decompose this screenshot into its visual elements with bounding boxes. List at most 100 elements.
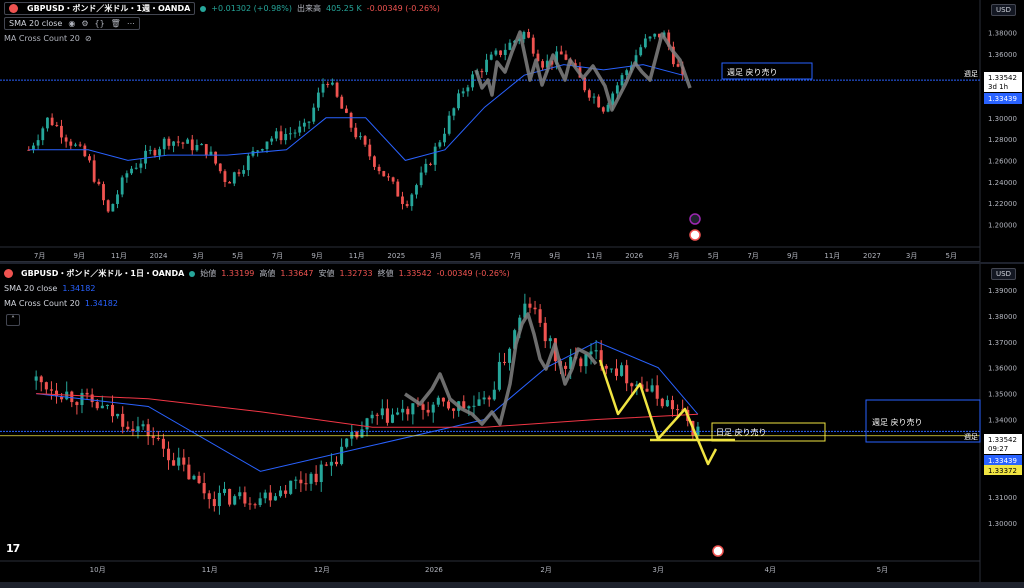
x-tick-label: 7月 [272,252,283,260]
candle-body [161,438,165,449]
eye-off-icon[interactable]: ⊘ [84,34,92,43]
candle-body [419,172,423,186]
daily-sma-tag [984,455,1022,465]
daily-currency-button[interactable]: USD [991,268,1016,280]
candle-body [120,177,124,195]
candle-body [497,361,501,390]
candle-body [256,150,260,152]
x-tick-label: 2月 [540,566,551,574]
x-tick-label: 5月 [877,566,888,574]
candle-body [391,177,395,182]
y-tick-label: 1.34000 [988,416,1017,424]
candle-body [502,361,507,363]
x-tick-label: 2025 [387,252,405,260]
daily-weekly-sell-box [865,399,981,443]
candle-body [431,404,435,413]
candle-body [294,479,298,481]
candle-body [299,479,303,484]
y-tick-label: 1.30000 [988,115,1017,123]
delete-icon[interactable]: 🗑 [110,19,121,28]
weekly-price-tag-countdown: 3d 1h [988,83,1008,91]
weekly-sma-row[interactable]: SMA 20 close ◉ ⚙ {} 🗑 ⋯ [4,17,140,30]
candle-body [447,115,451,134]
weekly-chart-pane[interactable]: 1.380001.360001.340001.320001.300001.280… [0,0,1024,262]
candle-body [630,383,634,387]
daily-sell-box [711,422,826,442]
candle-body [587,90,591,98]
candle-body [350,431,354,439]
candle-body [655,385,659,399]
daily-price-tag-countdown: 09:27 [988,445,1008,453]
candle-body [78,144,82,146]
candle-body [151,435,155,439]
weekly-sma-label: SMA 20 close [9,19,63,28]
candle-body [125,173,129,178]
tradingview-logo[interactable]: 17 [6,542,20,555]
weekly-symbol-box[interactable]: GBPUSD・ポンド／米ドル・1週・OANDA [4,2,196,15]
candle-body [639,47,643,56]
daily-open: 1.33199 [221,269,255,278]
candle-body [609,368,613,370]
candle-body [363,136,367,145]
x-tick-label: 3月 [192,252,203,260]
daily-close: 1.33542 [398,269,432,278]
daily-chart-pane[interactable]: 1.39000 1.38000 1.37000 1.36000 1.35000 1.340… [0,264,1024,582]
candle-body [614,368,619,376]
candle-body [676,409,680,411]
candle-body [223,171,227,183]
pane-separator[interactable] [0,262,1024,264]
settings-icon[interactable]: ⚙ [81,19,89,28]
eye-icon[interactable]: ◉ [68,19,76,28]
bottom-toolbar[interactable] [0,582,1024,588]
x-tick-label: 5月 [945,252,956,260]
daily-low-label: 安値 [318,269,335,278]
candle-body [214,151,218,164]
candle-body [345,108,348,113]
candle-body [329,461,333,466]
candle-body [106,200,110,212]
candle-body [340,96,344,109]
candle-body [265,141,269,150]
candle-body [39,376,43,383]
more-icon[interactable]: ⋯ [126,19,135,28]
candle-body [274,131,278,139]
x-tick-label: 9月 [311,252,322,260]
daily-ma-cross-value: 1.34182 [84,299,118,308]
daily-symbol[interactable]: GBPUSD・ポンド／米ドル・1日・OANDA [21,269,185,278]
x-tick-label: 2027 [863,252,881,260]
candle-body [461,91,465,94]
daily-high-label: 高値 [259,269,276,278]
weekly-chart-canvas[interactable]: 1.380001.360001.340001.320001.300001.280… [0,0,1024,262]
collapse-legend-button[interactable]: ˄ [6,314,20,326]
ma-cross-line [36,393,698,428]
daily-ma-cross-label: MA Cross Count 20 [4,299,80,308]
candle-body [385,408,389,423]
candle-body [83,145,87,157]
weekly-currency-button[interactable]: USD [991,4,1016,16]
y-tick-label: 1.37000 [988,339,1017,347]
daily-chart-canvas[interactable]: 1.39000 1.38000 1.37000 1.36000 1.35000 1.340… [0,264,1024,582]
candle-body [676,64,680,67]
candle-body [90,394,94,403]
candle-body [645,388,649,392]
candle-body [237,172,241,174]
candle-body [233,496,237,505]
candle-body [345,438,349,447]
daily-yellow-tag-value: 1.33372 [988,467,1017,475]
weekly-symbol[interactable]: GBPUSD・ポンド／米ドル・1週・OANDA [27,4,191,13]
candle-body [228,182,232,184]
candle-body [321,83,325,93]
y-tick-label: 1.20000 [988,221,1017,229]
candle-body [243,492,247,504]
candle-body [110,404,115,417]
y-tick-label: 1.30000 [988,520,1017,528]
weekly-zigzag [474,30,692,112]
source-code-icon[interactable]: {} [94,19,105,28]
candle-body [368,144,372,157]
candle-body [365,418,369,430]
candle-body [289,480,293,494]
candle-body [116,413,120,417]
daily-low: 1.32733 [339,269,373,278]
candle-body [288,133,292,135]
candle-body [232,172,236,184]
